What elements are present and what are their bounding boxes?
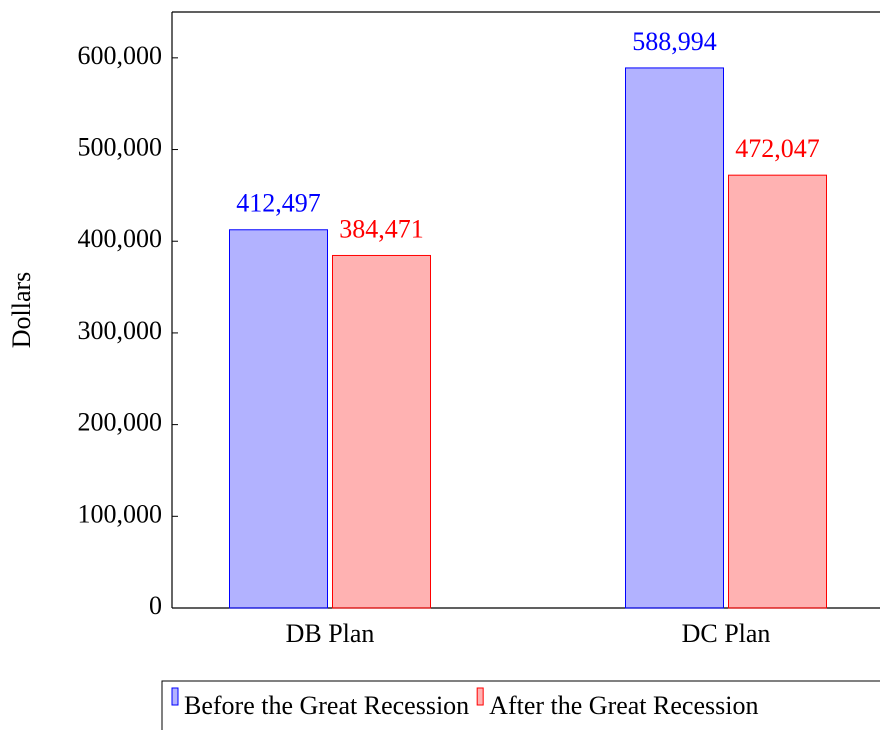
- x-tick-label: DC Plan: [682, 619, 771, 648]
- value-label: 588,994: [632, 27, 717, 56]
- legend-box: [161, 680, 880, 730]
- y-axis-label: Dollars: [7, 272, 36, 349]
- value-label: 472,047: [735, 134, 820, 163]
- value-label: 412,497: [236, 189, 321, 218]
- value-label: 384,471: [339, 214, 424, 243]
- bar: [229, 229, 328, 609]
- bar: [728, 174, 827, 609]
- x-tick-label: DB Plan: [286, 619, 375, 648]
- legend-label: After the Great Recession: [489, 691, 758, 720]
- y-tick-label: 400,000: [78, 224, 163, 253]
- y-tick-label: 300,000: [78, 316, 163, 345]
- legend-swatch: [171, 687, 179, 706]
- y-tick-label: 200,000: [78, 408, 163, 437]
- legend-label: Before the Great Recession: [184, 691, 469, 720]
- y-tick-label: 100,000: [78, 499, 163, 528]
- bar: [332, 254, 431, 609]
- legend-swatch: [476, 687, 484, 706]
- y-tick-label: 600,000: [78, 41, 163, 70]
- y-tick-label: 0: [149, 591, 162, 620]
- bar: [625, 67, 724, 609]
- y-tick-label: 500,000: [78, 133, 163, 162]
